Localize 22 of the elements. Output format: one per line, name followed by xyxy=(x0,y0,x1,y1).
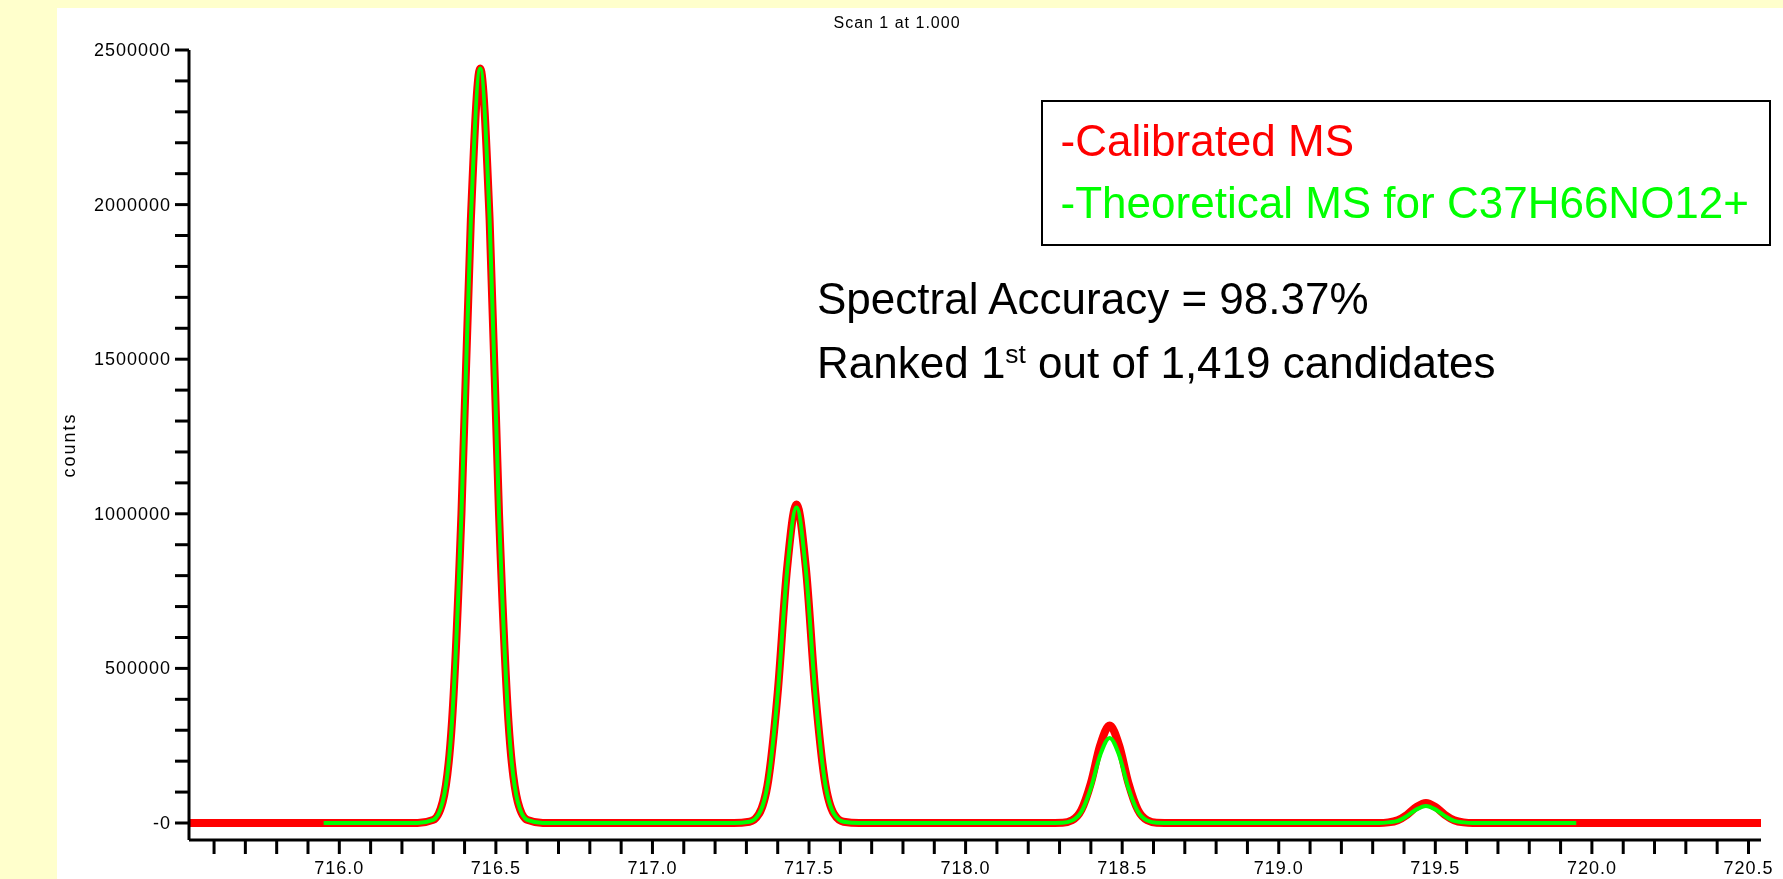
y-tick-label: 1000000 xyxy=(93,503,171,524)
annotation: Spectral Accuracy = 98.37% xyxy=(817,274,1369,323)
x-tick-label: 719.0 xyxy=(1253,858,1304,878)
y-tick-label: 500000 xyxy=(104,658,171,679)
x-tick-label: 717.5 xyxy=(784,858,835,878)
x-tick-label: 716.0 xyxy=(314,858,365,878)
x-tick-label: 719.5 xyxy=(1410,858,1461,878)
x-tick-label: 718.5 xyxy=(1097,858,1148,878)
y-tick-label: 1500000 xyxy=(93,349,171,370)
y-axis-title: counts xyxy=(59,412,79,478)
x-tick-label: 720.5 xyxy=(1723,858,1774,878)
text: -Calibrated MS xyxy=(1060,115,1356,167)
y-tick-label: 2500000 xyxy=(93,40,171,60)
x-tick-label: 720.0 xyxy=(1566,858,1617,878)
x-tick-label: 717.0 xyxy=(627,858,678,878)
chart-title: Scan 1 at 1.000 xyxy=(832,14,962,32)
annotation: Ranked 1$^{st}$ out of 1,419 candidates xyxy=(817,338,1496,387)
y-tick-label: -0 xyxy=(152,812,171,833)
x-tick-label: 718.0 xyxy=(940,858,991,878)
y-tick-label: 2000000 xyxy=(93,194,171,215)
text: -Theoretical MS for C37H66NO12+ xyxy=(1060,177,1749,229)
x-tick-label: 716.5 xyxy=(470,858,521,878)
